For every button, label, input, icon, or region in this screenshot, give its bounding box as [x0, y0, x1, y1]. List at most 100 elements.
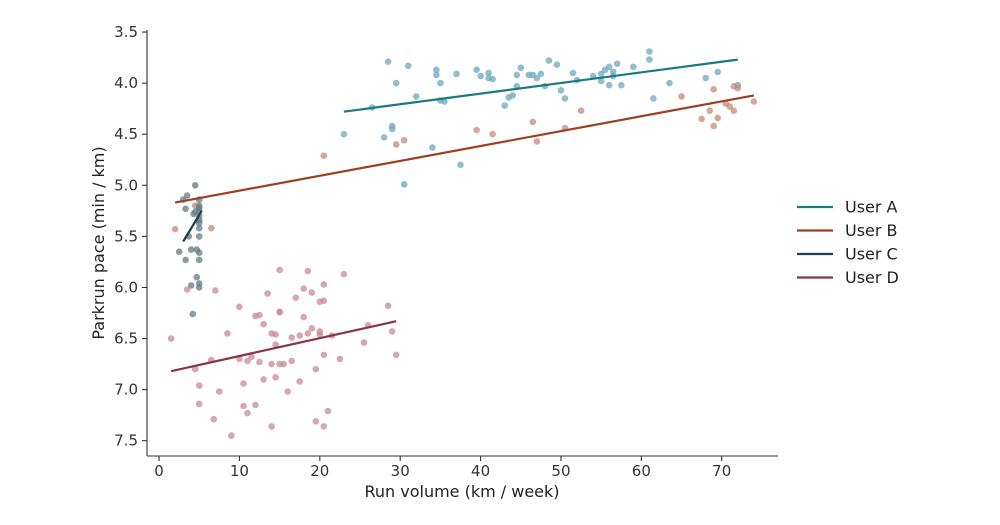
point-user-b-15 [710, 122, 717, 130]
point-user-d-28 [272, 341, 279, 348]
legend-label-user-d: User D [845, 268, 899, 287]
x-axis-title: Run volume (km / week) [364, 482, 559, 501]
point-user-a-0 [340, 130, 348, 138]
point-user-b-14 [706, 107, 713, 114]
trendline-user-c [182, 210, 203, 243]
point-user-b-6 [473, 126, 480, 134]
point-user-d-16 [244, 357, 251, 365]
y-tick-label-8: 7.5 [114, 432, 138, 450]
point-user-d-23 [260, 320, 267, 328]
point-user-d-44 [304, 267, 312, 275]
point-user-a-51 [646, 48, 653, 55]
point-user-a-37 [561, 95, 569, 102]
point-user-b-4 [392, 141, 400, 148]
point-user-d-60 [340, 270, 348, 278]
point-user-d-19 [252, 401, 259, 409]
point-user-a-34 [545, 57, 553, 64]
point-user-a-2 [380, 134, 388, 141]
point-user-a-41 [597, 77, 605, 85]
point-user-b-2 [208, 224, 215, 232]
point-user-a-28 [517, 64, 525, 72]
point-user-c-2 [182, 256, 189, 264]
y-tick-label-2: 4.5 [114, 125, 138, 143]
point-user-d-22 [260, 376, 267, 383]
x-tick-label-7: 70 [712, 462, 731, 480]
x-tick-label-0: 0 [154, 462, 164, 480]
point-user-b-19 [726, 103, 734, 110]
point-user-a-17 [457, 161, 464, 169]
point-user-d-48 [312, 365, 320, 373]
point-user-b-16 [710, 86, 717, 93]
point-user-a-49 [618, 81, 625, 89]
x-tick-label-4: 40 [471, 462, 490, 480]
point-user-d-37 [288, 334, 296, 341]
point-user-c-7 [187, 246, 195, 253]
point-user-a-55 [702, 74, 709, 82]
point-user-a-36 [557, 87, 565, 94]
trendlines-layer [170, 58, 755, 373]
point-user-a-50 [630, 63, 637, 71]
point-user-a-32 [537, 70, 545, 78]
point-user-d-0 [167, 335, 175, 342]
point-user-a-22 [489, 75, 496, 83]
point-user-d-21 [256, 311, 263, 319]
point-user-a-23 [501, 102, 509, 109]
point-user-d-33 [276, 308, 283, 316]
point-user-b-8 [529, 118, 537, 126]
x-ticks: 0 10 20 30 40 50 60 70 [154, 456, 731, 480]
point-user-d-8 [216, 388, 223, 395]
point-user-b-3 [320, 152, 328, 159]
point-user-b-20 [730, 107, 738, 114]
point-user-a-18 [473, 66, 480, 74]
point-user-a-45 [605, 63, 613, 71]
point-user-a-3 [384, 58, 392, 65]
point-user-d-41 [296, 332, 304, 339]
point-user-d-11 [236, 303, 243, 311]
x-tick-label-2: 20 [310, 462, 329, 480]
point-user-c-8 [189, 310, 197, 318]
y-tick-label-3: 5.0 [114, 176, 138, 194]
point-user-c-24 [195, 256, 203, 264]
point-user-c-6 [187, 282, 195, 289]
y-tick-label-5: 6.0 [114, 278, 138, 296]
point-user-a-15 [441, 98, 448, 105]
legend-label-user-c: User C [845, 245, 898, 264]
point-user-d-61 [360, 339, 368, 346]
point-user-a-20 [485, 69, 492, 77]
point-user-d-15 [244, 409, 251, 417]
point-user-b-12 [678, 93, 685, 100]
point-user-d-38 [288, 357, 296, 365]
point-user-d-40 [296, 378, 304, 385]
point-user-a-5 [388, 122, 396, 130]
point-user-d-54 [320, 297, 328, 305]
point-user-a-25 [509, 92, 516, 99]
point-user-d-49 [312, 418, 320, 425]
point-user-d-53 [320, 423, 328, 430]
point-user-d-47 [308, 325, 316, 332]
point-user-d-45 [304, 330, 312, 337]
x-tick-label-6: 60 [632, 462, 651, 480]
point-user-d-30 [272, 331, 279, 338]
x-tick-label-3: 30 [391, 462, 410, 480]
point-user-a-9 [413, 93, 420, 100]
point-user-a-38 [569, 69, 577, 77]
point-user-a-6 [392, 79, 400, 87]
point-user-a-27 [513, 71, 521, 79]
point-user-d-14 [240, 380, 247, 387]
point-user-c-12 [193, 273, 201, 281]
point-user-a-42 [597, 70, 605, 78]
point-user-a-54 [666, 79, 673, 87]
trendline-user-d [170, 320, 397, 373]
point-user-b-23 [750, 98, 758, 105]
point-user-d-36 [284, 388, 292, 395]
point-user-a-56 [714, 68, 721, 76]
y-tick-label-0: 3.5 [114, 23, 138, 41]
point-user-d-34 [276, 266, 283, 274]
point-user-b-13 [698, 115, 705, 123]
point-user-c-3 [182, 205, 189, 213]
point-user-d-17 [248, 353, 255, 361]
point-user-a-31 [533, 74, 541, 82]
point-user-a-12 [433, 71, 440, 79]
point-user-c-20 [195, 219, 203, 227]
